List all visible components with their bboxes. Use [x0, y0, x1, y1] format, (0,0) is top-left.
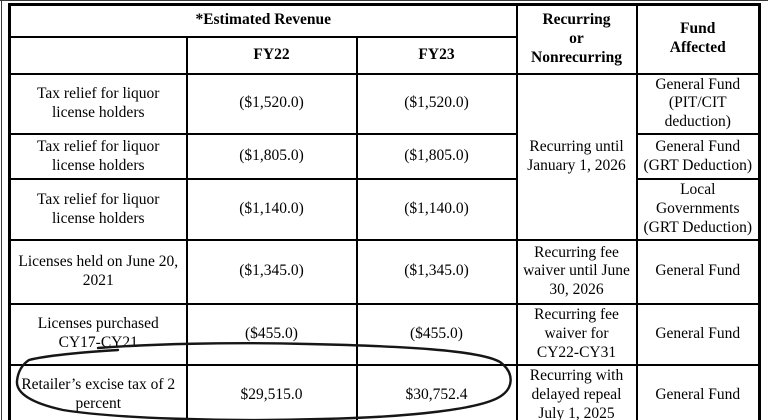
fund-affected-value: General Fund (PIT/CIT deduction) — [635, 72, 761, 136]
header-blank-cell — [8, 35, 188, 75]
fy22-value: ($1,520.0) — [185, 72, 358, 136]
fy23-value: $30,752.4 — [355, 363, 518, 420]
header-recurring-or-nonrecurring: Recurring or Nonrecurring — [515, 3, 638, 75]
table-row: Tax relief for liquor license holders ($… — [8, 133, 761, 181]
fund-affected-value: General Fund (GRT Deduction) — [635, 133, 761, 181]
fy23-value: ($1,140.0) — [355, 178, 518, 241]
row-label: Licenses purchased CY17-CY21 — [8, 302, 188, 366]
recurring-value: Recurring with delayed repeal July 1, 20… — [515, 363, 638, 420]
fy23-value: ($1,345.0) — [355, 238, 518, 305]
row-label: Tax relief for liquor license holders — [8, 133, 188, 181]
table-row: Licenses purchased CY17-CY21 ($455.0) ($… — [8, 302, 761, 366]
fund-affected-value: Local Governments (GRT Deduction) — [635, 178, 761, 241]
fy22-value: ($1,345.0) — [185, 238, 358, 305]
fy22-value: ($1,805.0) — [185, 133, 358, 181]
header-recurring-line: or — [569, 29, 584, 47]
fy23-value: ($1,520.0) — [355, 72, 518, 136]
header-fy23: FY23 — [355, 35, 518, 75]
header-fund-line: Fund — [680, 20, 716, 38]
header-fund-affected: Fund Affected — [635, 3, 761, 75]
fy23-value: ($455.0) — [355, 302, 518, 366]
fy22-value: ($1,140.0) — [185, 178, 358, 241]
fy23-value: ($1,805.0) — [355, 133, 518, 181]
recurring-value: Recurring fee waiver for CY22-CY31 — [515, 302, 638, 366]
row-label: Licenses held on June 20, 2021 — [8, 238, 188, 305]
fy22-value: ($455.0) — [185, 302, 358, 366]
row-label: Tax relief for liquor license holders — [8, 178, 188, 241]
table-row: Tax relief for liquor license holders ($… — [8, 72, 761, 241]
table-row: Licenses held on June 20, 2021 ($1,345.0… — [8, 238, 761, 305]
table-row: Tax relief for liquor license holders ($… — [8, 178, 761, 241]
page-edge-top — [0, 0, 768, 1]
fund-affected-value: General Fund — [635, 363, 761, 420]
recurring-value: Recurring until January 1, 2026 — [515, 72, 638, 241]
fund-affected-value: General Fund — [635, 238, 761, 305]
header-recurring-line: Recurring — [542, 10, 611, 28]
estimated-revenue-table: *Estimated Revenue Recurring or Nonrecur… — [8, 3, 761, 420]
row-label: Retailer’s excise tax of 2 percent — [8, 363, 188, 420]
header-fy22: FY22 — [185, 35, 358, 75]
row-label: Tax relief for liquor license holders — [8, 72, 188, 136]
header-estimated-revenue: *Estimated Revenue — [8, 3, 518, 38]
header-fund-line: Affected — [669, 39, 726, 57]
header-recurring-line: Nonrecurring — [531, 48, 622, 66]
table-row-circled: Retailer’s excise tax of 2 percent $29,5… — [8, 363, 761, 420]
fy22-value: $29,515.0 — [185, 363, 358, 420]
fund-affected-value: General Fund — [635, 302, 761, 366]
page-edge-left — [1, 0, 2, 420]
recurring-value: Recurring fee waiver until June 30, 2026 — [515, 238, 638, 305]
